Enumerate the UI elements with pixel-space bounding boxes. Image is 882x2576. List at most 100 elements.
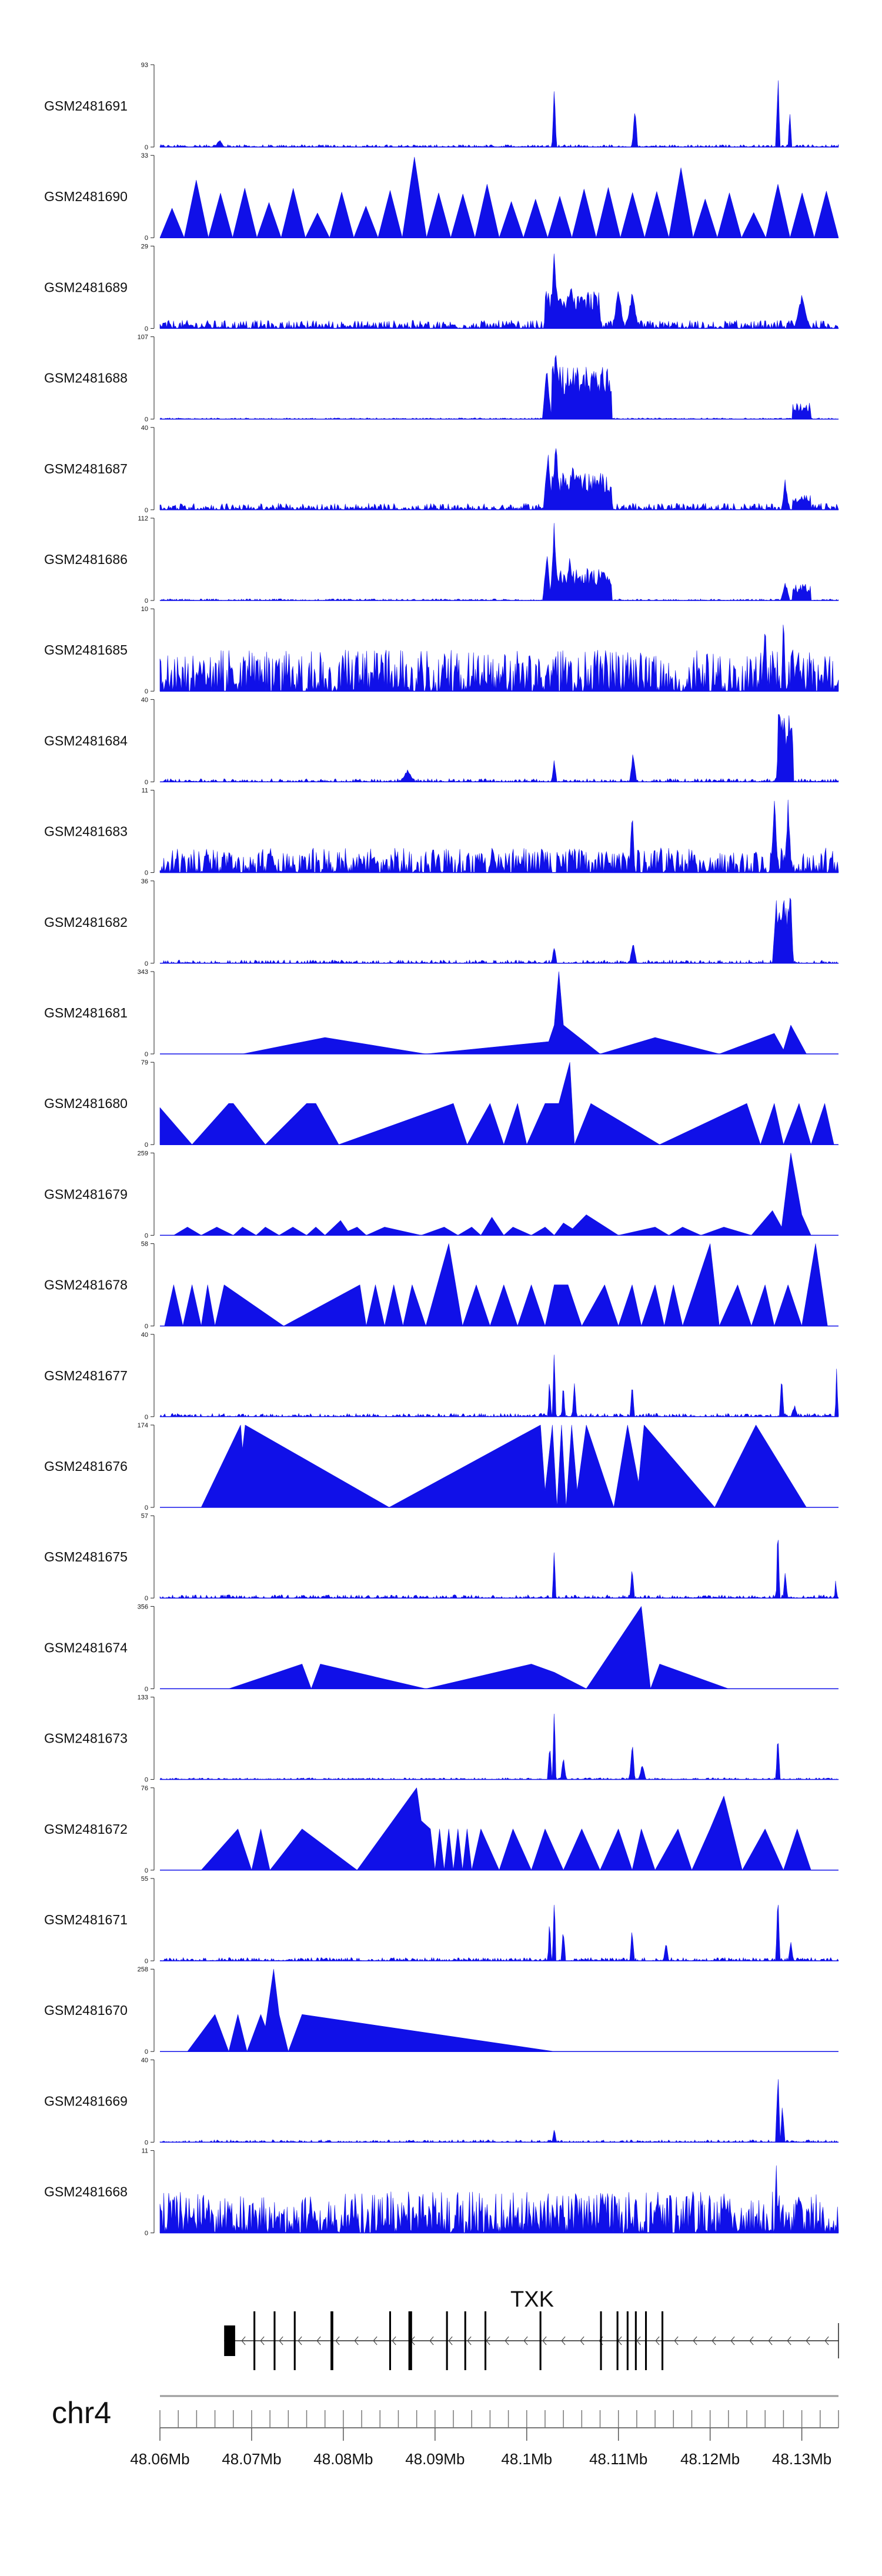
coverage-area bbox=[159, 897, 839, 964]
strand-arrow bbox=[373, 2336, 377, 2345]
track-GSM2481680: GSM2481680 79 0 bbox=[44, 1059, 838, 1149]
y-zero-label: 0 bbox=[145, 144, 148, 151]
track-label: GSM2481670 bbox=[44, 2003, 128, 2018]
strand-arrow bbox=[824, 2336, 829, 2345]
coverage-area bbox=[159, 156, 839, 238]
track-GSM2481686: GSM2481686 112 0 bbox=[44, 515, 839, 605]
y-max-label: 10 bbox=[141, 606, 148, 613]
exon bbox=[616, 2311, 619, 2370]
y-max-label: 356 bbox=[138, 1603, 148, 1610]
track-GSM2481679: GSM2481679 259 0 bbox=[44, 1150, 838, 1239]
y-zero-label: 0 bbox=[145, 688, 148, 695]
track-label: GSM2481672 bbox=[44, 1821, 128, 1837]
track-label: GSM2481679 bbox=[44, 1186, 128, 1202]
track-label: GSM2481685 bbox=[44, 642, 128, 658]
track-GSM2481671: GSM2481671 55 0 bbox=[44, 1876, 839, 1965]
y-max-label: 11 bbox=[142, 2148, 148, 2155]
coverage-area bbox=[159, 1904, 839, 1961]
axis-tick-label: 48.13Mb bbox=[772, 2450, 831, 2468]
track-GSM2481668: GSM2481668 11 0 bbox=[44, 2148, 839, 2237]
exon bbox=[224, 2325, 235, 2356]
track-label: GSM2481681 bbox=[44, 1005, 128, 1020]
track-label: GSM2481671 bbox=[44, 1912, 128, 1927]
y-max-label: 58 bbox=[141, 1241, 148, 1248]
track-GSM2481687: GSM2481687 40 0 bbox=[44, 425, 839, 514]
coverage-area bbox=[159, 253, 839, 329]
y-zero-label: 0 bbox=[145, 1051, 148, 1058]
exon bbox=[645, 2311, 647, 2370]
axis-tick-label: 48.12Mb bbox=[680, 2450, 740, 2468]
strand-arrow bbox=[768, 2336, 773, 2345]
coverage-area bbox=[159, 523, 839, 601]
strand-arrow bbox=[241, 2336, 246, 2345]
axis-tick-label: 48.11Mb bbox=[589, 2450, 647, 2468]
track-label: GSM2481686 bbox=[44, 552, 128, 567]
track-label: GSM2481688 bbox=[44, 371, 128, 386]
strand-arrow bbox=[523, 2336, 528, 2345]
exon bbox=[389, 2311, 391, 2370]
strand-arrow bbox=[806, 2336, 810, 2345]
strand-arrow bbox=[787, 2336, 791, 2345]
axis-tick-label: 48.07Mb bbox=[222, 2450, 281, 2468]
coverage-area bbox=[242, 971, 807, 1055]
track-GSM2481675: GSM2481675 57 0 bbox=[44, 1513, 839, 1602]
exon bbox=[253, 2311, 256, 2370]
strand-arrow bbox=[429, 2336, 434, 2345]
track-GSM2481683: GSM2481683 11 0 bbox=[44, 788, 839, 877]
y-max-label: 33 bbox=[141, 152, 148, 159]
chromosome-ideogram: chr4 bbox=[52, 2395, 838, 2430]
track-label: GSM2481689 bbox=[44, 279, 128, 295]
exon bbox=[634, 2311, 637, 2370]
y-max-label: 174 bbox=[138, 1422, 148, 1429]
coverage-area bbox=[159, 1354, 839, 1417]
y-max-label: 259 bbox=[138, 1150, 148, 1157]
track-label: GSM2481668 bbox=[44, 2184, 128, 2200]
strand-arrow bbox=[448, 2336, 453, 2345]
y-max-label: 40 bbox=[141, 425, 148, 432]
exon bbox=[408, 2311, 412, 2370]
coverage-area bbox=[159, 625, 839, 692]
axis-tick-label: 48.06Mb bbox=[130, 2450, 189, 2468]
track-GSM2481669: GSM2481669 40 0 bbox=[44, 2057, 839, 2146]
exon bbox=[539, 2311, 542, 2370]
y-max-label: 343 bbox=[138, 969, 148, 976]
strand-arrow bbox=[636, 2336, 641, 2345]
track-GSM2481690: GSM2481690 33 0 bbox=[44, 152, 839, 242]
gene-model: TXK bbox=[224, 2287, 839, 2370]
coverage-area bbox=[173, 1153, 811, 1236]
track-GSM2481674: GSM2481674 356 0 bbox=[44, 1603, 838, 1693]
coverage-area bbox=[159, 714, 839, 782]
y-max-label: 40 bbox=[141, 1332, 148, 1339]
coverage-area bbox=[159, 2165, 839, 2233]
strand-arrow bbox=[298, 2336, 302, 2345]
strand-arrow bbox=[505, 2336, 509, 2345]
y-max-label: 93 bbox=[141, 62, 148, 69]
strand-arrow bbox=[749, 2336, 754, 2345]
y-max-label: 76 bbox=[141, 1785, 148, 1792]
strand-arrow bbox=[655, 2336, 660, 2345]
y-max-label: 36 bbox=[141, 878, 148, 885]
coverage-area bbox=[159, 1713, 839, 1780]
strand-arrow bbox=[260, 2336, 265, 2345]
exon bbox=[446, 2311, 448, 2370]
y-zero-label: 0 bbox=[145, 598, 148, 605]
y-zero-label: 0 bbox=[145, 1142, 148, 1149]
track-label: GSM2481676 bbox=[44, 1459, 128, 1474]
strand-arrow bbox=[542, 2336, 547, 2345]
track-GSM2481673: GSM2481673 133 0 bbox=[44, 1694, 839, 1784]
strand-arrow bbox=[279, 2336, 283, 2345]
track-GSM2481685: GSM2481685 10 0 bbox=[44, 606, 839, 695]
y-zero-label: 0 bbox=[145, 1595, 148, 1602]
coverage-area bbox=[159, 1540, 839, 1599]
y-zero-label: 0 bbox=[145, 960, 148, 967]
y-max-label: 112 bbox=[138, 515, 148, 522]
track-GSM2481677: GSM2481677 40 0 bbox=[44, 1332, 839, 1421]
y-max-label: 57 bbox=[141, 1513, 148, 1520]
track-GSM2481681: GSM2481681 343 0 bbox=[44, 969, 838, 1058]
track-label: GSM2481682 bbox=[44, 915, 128, 930]
track-label: GSM2481673 bbox=[44, 1731, 128, 1746]
track-label: GSM2481687 bbox=[44, 461, 128, 476]
strand-arrow bbox=[561, 2336, 566, 2345]
track-GSM2481672: GSM2481672 76 0 bbox=[44, 1785, 838, 1874]
strand-arrow bbox=[711, 2336, 716, 2345]
